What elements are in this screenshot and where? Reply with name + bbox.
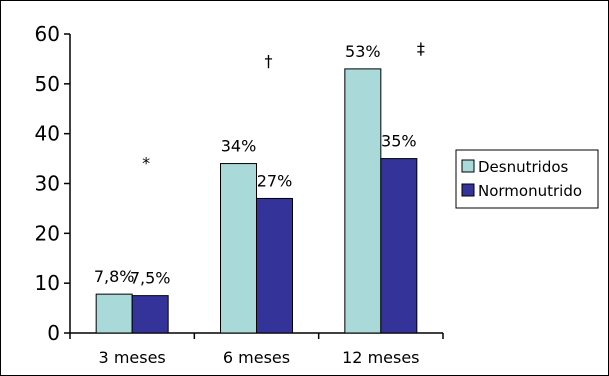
x-tick-label: 6 meses — [223, 348, 290, 367]
data-label: 7,8% — [94, 267, 135, 286]
axes: 0 10 20 30 40 50 60 3 meses 6 meses 12 meses — [35, 22, 444, 367]
legend-box — [455, 149, 599, 209]
data-label: 27% — [257, 171, 293, 190]
data-labels: 7,8%7,5% 34%27% 53% 35% * † ‡ — [94, 39, 425, 288]
significance-marker: ‡ — [417, 39, 425, 58]
y-tick-label: 10 — [35, 271, 60, 295]
significance-marker: * — [142, 154, 150, 173]
x-tick-label: 3 meses — [99, 348, 166, 367]
bar-normonutrido — [380, 158, 418, 334]
data-label: 34% — [221, 137, 257, 156]
data-label: 35% — [381, 132, 417, 151]
bars — [95, 68, 418, 334]
data-label: 53% — [345, 42, 381, 61]
bar-normonutrido — [131, 295, 169, 334]
bar-desnutridos — [344, 68, 382, 334]
significance-marker: † — [265, 51, 273, 70]
y-tick-label: 60 — [35, 22, 60, 46]
y-tick-label: 40 — [35, 122, 60, 146]
y-tick-label: 30 — [35, 172, 60, 196]
y-tick-label: 20 — [35, 221, 60, 245]
data-label: 7,5% — [130, 269, 171, 288]
legend-label: Normonutrido — [478, 182, 582, 200]
legend-swatch — [461, 183, 475, 197]
legend-label: Desnutridos — [478, 158, 569, 176]
y-tick-label: 50 — [35, 72, 60, 96]
bar-normonutrido — [256, 197, 293, 334]
legend: Desnutridos Normonutrido — [455, 149, 599, 209]
x-tick-label: 12 meses — [342, 348, 419, 367]
bar-desnutridos — [95, 293, 133, 334]
legend-swatch — [461, 159, 475, 173]
bar-desnutridos — [220, 163, 257, 334]
y-tick-label: 0 — [47, 321, 60, 345]
